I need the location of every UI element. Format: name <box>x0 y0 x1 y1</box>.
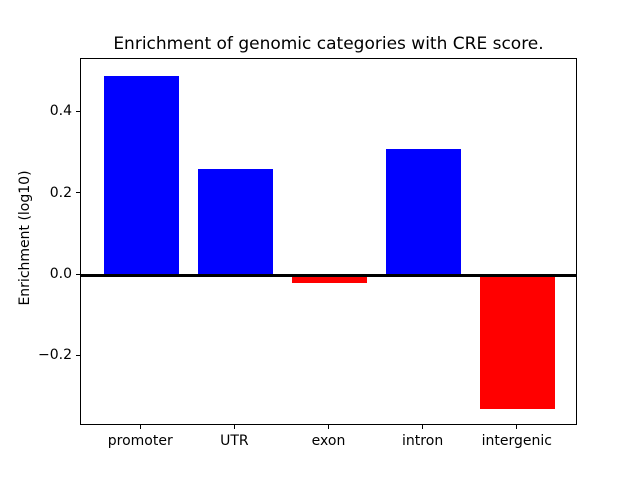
y-tick-label: 0.2 <box>49 184 72 201</box>
x-tick-mark <box>516 425 518 429</box>
bar-exon <box>291 275 368 284</box>
x-tick-mark <box>139 425 141 429</box>
y-tick-label: −0.2 <box>38 347 72 364</box>
x-tick-mark <box>328 425 329 429</box>
y-tick-label: 0.0 <box>49 266 72 283</box>
bar-UTR <box>197 169 274 276</box>
bar-intergenic <box>480 275 556 410</box>
zero-line <box>81 273 576 277</box>
chart-title: Enrichment of genomic categories with CR… <box>113 34 544 54</box>
y-tick-label: 0.4 <box>49 103 72 120</box>
bar-intron <box>385 148 462 276</box>
y-tick-mark <box>76 110 80 112</box>
plot-area <box>80 58 577 425</box>
x-tick-mark <box>233 425 235 429</box>
x-tick-label-exon: exon <box>311 433 346 449</box>
x-tick-label-intergenic: intergenic <box>481 433 552 449</box>
bar-promoter <box>103 75 179 276</box>
x-tick-mark <box>422 425 424 429</box>
y-tick-mark <box>76 273 80 275</box>
y-tick-mark <box>76 354 80 356</box>
x-tick-label-intron: intron <box>402 433 444 449</box>
y-tick-mark <box>76 192 80 194</box>
x-tick-label-promoter: promoter <box>107 433 173 449</box>
x-tick-label-UTR: UTR <box>220 433 249 449</box>
